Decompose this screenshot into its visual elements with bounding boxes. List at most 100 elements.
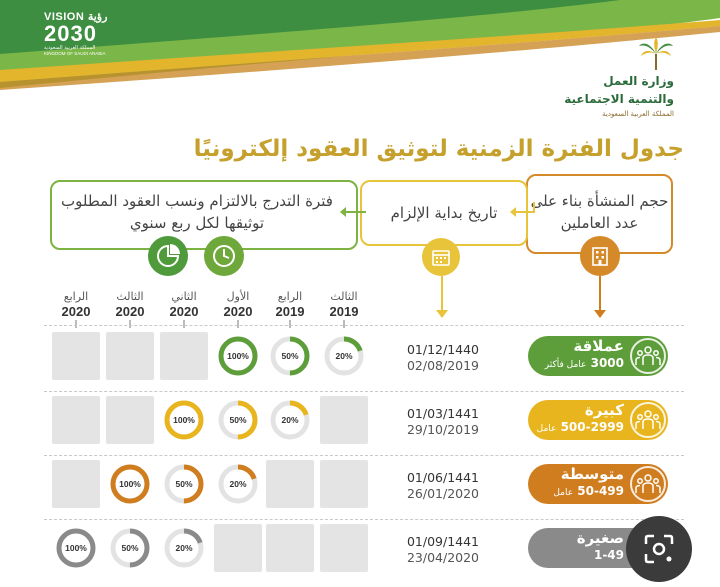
row-divider [44,455,684,456]
progress-ring: 20% [270,400,310,440]
ring-fill [110,528,150,568]
hijri-date: 01/09/1441 [406,534,480,549]
percent-label: 100% [119,479,141,489]
gregorian-date: 29/10/2019 [406,422,480,437]
percent-label: 50% [281,351,298,361]
progress-ring: 100% [110,464,150,504]
column-tick [343,320,345,328]
count-value: 50-499 [577,484,624,498]
row-divider [44,519,684,520]
gregorian-date: 26/01/2020 [406,486,480,501]
ring-fill [270,400,310,440]
percent-label: 20% [229,479,246,489]
empty-cell [52,460,100,508]
header-start-date: تاريخ بداية الإلزام [360,180,528,246]
start-dates: 01/12/1440 02/08/2019 [388,342,498,374]
column-tick [183,320,185,328]
percent-label: 100% [65,543,87,553]
pie-chart-icon [148,236,188,276]
column-year: 2019 [275,304,305,319]
column-tick [129,320,131,328]
ring-fill [164,400,204,440]
progress-ring: 100% [218,336,258,376]
percent-label: 50% [229,415,246,425]
arrow-date-down [436,276,448,318]
percent-label: 20% [175,543,192,553]
column-year: 2020 [223,304,253,319]
ring-fill [164,528,204,568]
calendar-icon [422,238,460,276]
empty-cell [320,524,368,572]
empty-cell [320,396,368,444]
vision-2030-logo: VISION رؤية 2030 المملكة العربية السعودي… [44,10,134,56]
vision-arabic: المملكة العربية السعودية [44,45,96,51]
count-value: 1-49 [593,548,624,562]
vision-number: 2030 [44,21,97,46]
empty-cell [52,332,100,380]
empty-cell [266,460,314,508]
lens-icon[interactable] [626,516,692,582]
percent-label: 50% [121,543,138,553]
count-unit: عامل [536,424,557,434]
size-badge: كبيرة 500-2999 عامل [528,400,668,440]
ring-fill [218,336,258,376]
empty-cell [52,396,100,444]
column-header-2: الثاني 2020 [159,290,209,328]
column-quarter: الأول [226,290,250,303]
count-unit: عامل فأكثر [544,360,587,370]
ring-fill [218,400,258,440]
arrow-size-down [594,276,606,318]
size-badge: عملاقة 3000 عامل فأكثر [528,336,668,376]
column-quarter: الثالث [116,290,144,303]
size-count: 3000 عامل فأكثر [545,356,624,370]
percent-label: 100% [227,351,249,361]
column-tick [289,320,291,328]
empty-cell [320,460,368,508]
column-year: 2019 [329,304,359,319]
progress-ring: 100% [164,400,204,440]
column-quarter: الرابع [63,290,89,303]
progress-ring: 100% [56,528,96,568]
top-banner [0,0,720,90]
people-icon [630,338,666,374]
percent-label: 20% [335,351,352,361]
size-name: متوسطة [560,465,624,483]
empty-cell [106,396,154,444]
row-divider [44,325,684,326]
hijri-date: 01/06/1441 [406,470,480,485]
column-quarter: الثاني [171,290,197,303]
percent-label: 20% [281,415,298,425]
column-header-4: الرابع 2019 [265,290,315,328]
percent-label: 100% [173,415,195,425]
header-graduation-period: فترة التدرج بالالتزام ونسب العقود المطلو… [50,180,358,250]
people-icon [630,402,666,438]
start-dates: 01/06/1441 26/01/2020 [388,470,498,502]
ministry-name-1: وزارة العمل [603,74,674,88]
gregorian-date: 23/04/2020 [406,550,480,565]
count-value: 3000 [590,356,624,370]
column-tick [75,320,77,328]
ministry-country: المملكة العربية السعودية [602,110,674,118]
arrow-date-to-grad [340,207,366,217]
clock-icon [204,236,244,276]
column-header-0: الرابع 2020 [51,290,101,328]
palm-icon [639,38,673,70]
empty-cell [266,524,314,572]
vision-top-text: VISION رؤية [44,11,108,23]
column-tick [237,320,239,328]
progress-ring: 20% [164,528,204,568]
ring-fill [56,528,96,568]
empty-cell [214,524,262,572]
progress-ring: 50% [110,528,150,568]
building-icon [580,236,620,276]
count-value: 500-2999 [560,420,624,434]
percent-label: 50% [175,479,192,489]
ring-fill [270,336,310,376]
ring-fill [110,464,150,504]
size-name: عملاقة [573,337,624,355]
ring-fill [324,336,364,376]
ministry-name-2: والتنمية الاجتماعية [564,92,674,106]
empty-cell [106,332,154,380]
vision-english: KINGDOM OF SAUDI ARABIA [44,51,106,56]
gregorian-date: 02/08/2019 [406,358,480,373]
